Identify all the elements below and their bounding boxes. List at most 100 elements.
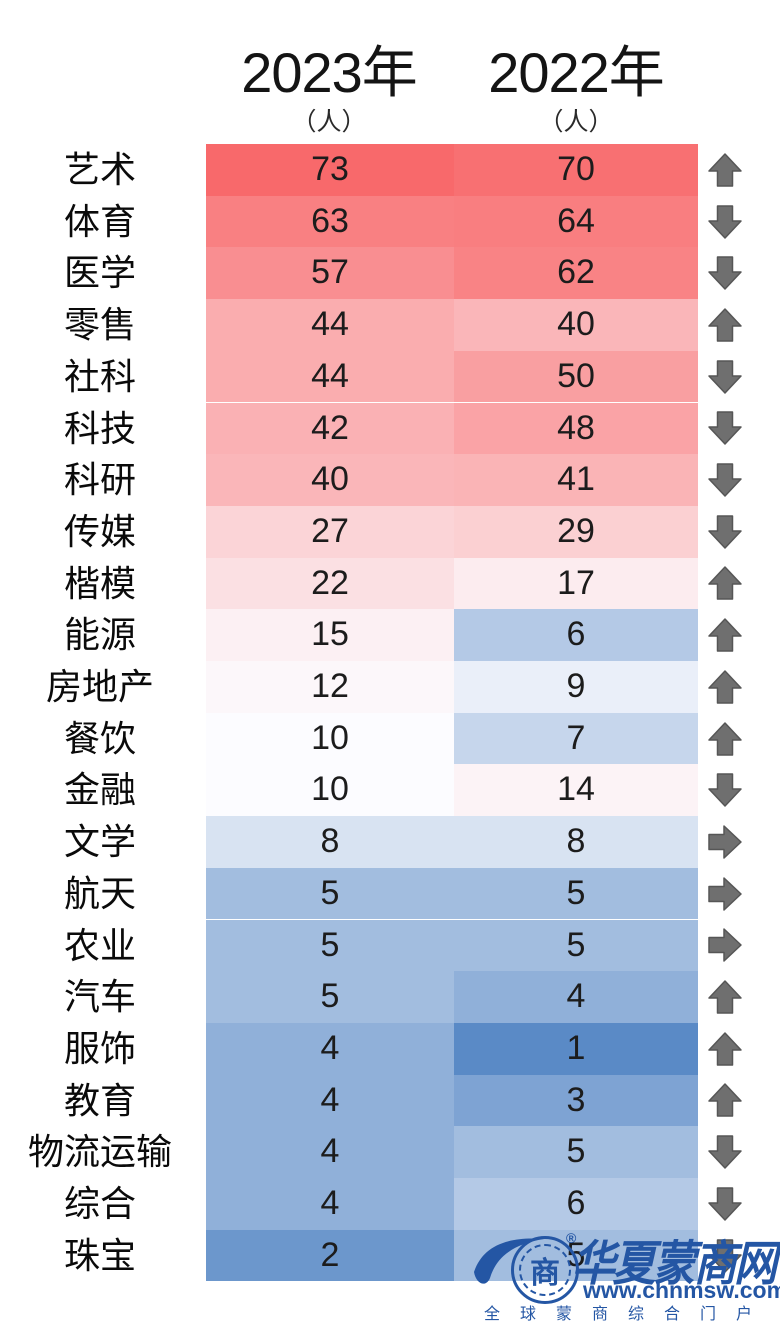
trend-up-icon	[702, 609, 748, 661]
value-cell-2022: 9	[454, 661, 698, 713]
column-header-2022: 2022年	[488, 41, 665, 104]
value-cell-2022: 8	[454, 816, 698, 868]
trend-down-icon	[702, 1178, 748, 1230]
trend-down-icon	[702, 454, 748, 506]
table-row: 科研 40 41	[0, 454, 780, 506]
value-cell-2023: 5	[206, 867, 454, 920]
trend-down-icon	[702, 506, 748, 558]
table-row: 社科 44 50	[0, 350, 780, 403]
category-label: 珠宝	[63, 1234, 136, 1276]
value-cell-2022: 5	[454, 919, 698, 972]
table-row: 科技 42 48	[0, 402, 780, 455]
value-cell-2022: 5	[454, 1126, 698, 1178]
trend-down-icon	[702, 403, 748, 455]
table-row: 房地产 12 9	[0, 661, 780, 713]
trend-up-icon	[702, 971, 748, 1023]
value-cell-2022: 3	[454, 1074, 698, 1127]
table-row: 教育 4 3	[0, 1074, 780, 1127]
trend-down-icon	[702, 1230, 748, 1282]
trend-down-icon	[702, 247, 748, 299]
value-cell-2023: 40	[206, 454, 454, 506]
trend-down-icon	[702, 1126, 748, 1178]
table-row: 金融 10 14	[0, 764, 780, 817]
value-cell-2022: 41	[454, 454, 698, 506]
value-cell-2022: 5	[454, 867, 698, 920]
value-cell-2022: 64	[454, 195, 698, 248]
watermark-logo-char: 商	[519, 1244, 571, 1296]
trend-flat-icon	[702, 868, 748, 920]
value-cell-2023: 63	[206, 195, 454, 248]
table-row: 零售 44 40	[0, 299, 780, 351]
value-cell-2023: 2	[206, 1229, 454, 1282]
category-label: 航天	[63, 872, 136, 914]
category-label: 金融	[63, 769, 136, 811]
table-row: 体育 63 64	[0, 195, 780, 248]
trend-up-icon	[702, 299, 748, 351]
table-row: 楷模 22 17	[0, 557, 780, 610]
table-row: 医学 57 62	[0, 247, 780, 300]
value-cell-2022: 14	[454, 764, 698, 817]
value-cell-2022: 40	[454, 299, 698, 351]
category-label: 教育	[63, 1079, 136, 1121]
value-cell-2023: 4	[206, 1126, 454, 1178]
value-cell-2023: 27	[206, 505, 454, 558]
trend-up-icon	[702, 1075, 748, 1127]
table-row: 农业 5 5	[0, 919, 780, 972]
trend-down-icon	[702, 351, 748, 403]
value-cell-2023: 10	[206, 712, 454, 765]
value-cell-2023: 15	[206, 609, 454, 661]
category-label: 物流运输	[27, 1131, 172, 1173]
category-label: 楷模	[63, 562, 136, 604]
category-label: 能源	[63, 614, 136, 656]
value-cell-2023: 12	[206, 661, 454, 713]
watermark-url: www.chnmsw.com	[583, 1277, 780, 1303]
category-label: 餐饮	[63, 717, 136, 759]
value-cell-2022: 17	[454, 557, 698, 610]
trend-down-icon	[702, 764, 748, 816]
watermark-slogan: 全球蒙商综合门户	[484, 1306, 773, 1322]
category-label: 服饰	[63, 1027, 136, 1069]
table-row: 能源 15 6	[0, 609, 780, 661]
table-row: 文学 8 8	[0, 816, 780, 868]
value-cell-2022: 7	[454, 712, 698, 765]
trend-down-icon	[702, 196, 748, 248]
table-row: 服饰 4 1	[0, 1022, 780, 1075]
trend-up-icon	[702, 144, 748, 196]
table-row: 物流运输 4 5	[0, 1126, 780, 1178]
column-header-2023: 2023年	[241, 41, 418, 104]
trend-up-icon	[702, 558, 748, 610]
table-row: 餐饮 10 7	[0, 712, 780, 765]
category-label: 传媒	[63, 510, 136, 552]
value-cell-2023: 4	[206, 1022, 454, 1075]
value-cell-2023: 4	[206, 1178, 454, 1230]
watermark-swoosh-icon	[474, 1238, 544, 1284]
trend-up-icon	[702, 713, 748, 765]
unit-label-2022: （人）	[538, 108, 614, 136]
value-cell-2023: 10	[206, 764, 454, 817]
value-cell-2022: 48	[454, 402, 698, 455]
value-cell-2023: 5	[206, 971, 454, 1023]
value-cell-2023: 4	[206, 1074, 454, 1127]
category-label: 医学	[63, 252, 136, 294]
table-row: 传媒 27 29	[0, 505, 780, 558]
watermark-title: 华夏蒙商网	[572, 1238, 777, 1291]
trend-flat-icon	[702, 920, 748, 972]
category-label: 农业	[63, 924, 136, 966]
registered-trademark-icon: ®	[566, 1230, 577, 1246]
table-row: 艺术 73 70	[0, 144, 780, 196]
category-label: 零售	[63, 304, 136, 346]
value-cell-2023: 8	[206, 816, 454, 868]
value-cell-2022: 4	[454, 971, 698, 1023]
value-cell-2023: 5	[206, 919, 454, 972]
value-cell-2023: 42	[206, 402, 454, 455]
table-row: 航天 5 5	[0, 867, 780, 920]
table-row: 综合 4 6	[0, 1178, 780, 1230]
unit-label-2023: （人）	[291, 108, 367, 136]
category-label: 体育	[63, 200, 136, 242]
value-cell-2022: 62	[454, 247, 698, 300]
value-cell-2022: 70	[454, 144, 698, 196]
table-row: 汽车 5 4	[0, 971, 780, 1023]
value-cell-2022: 29	[454, 505, 698, 558]
category-label: 社科	[63, 355, 136, 397]
